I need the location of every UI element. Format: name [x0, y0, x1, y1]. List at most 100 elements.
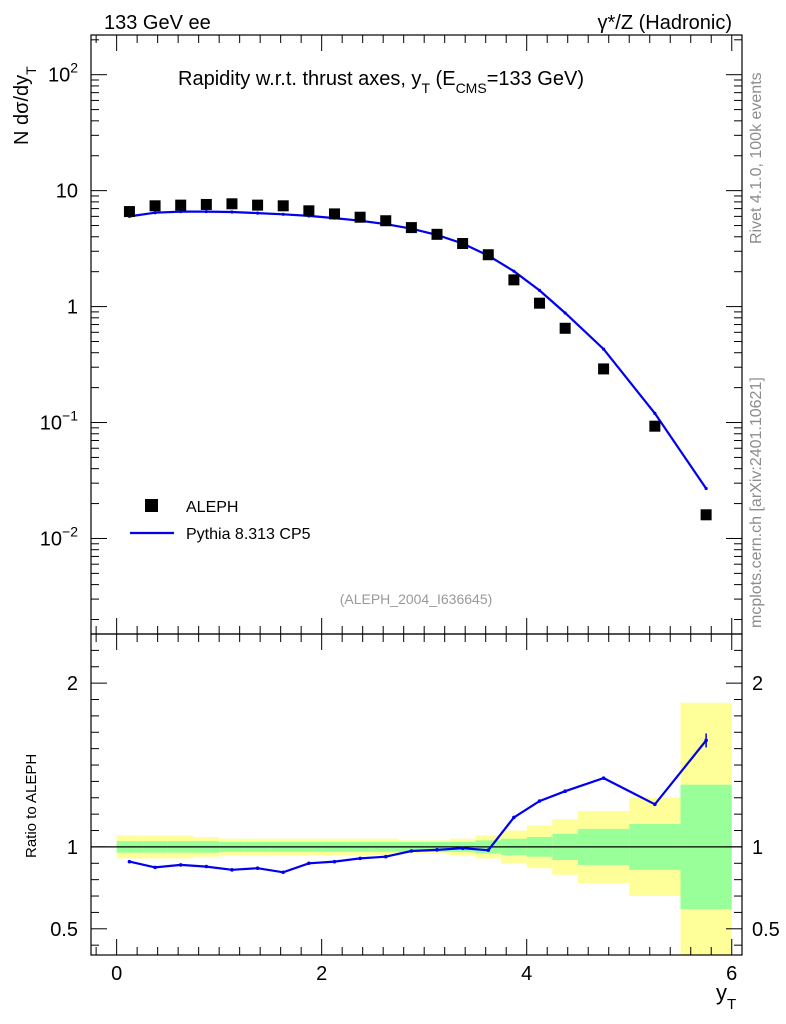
pythia-ratio-point [512, 815, 516, 820]
aleph-data-point [482, 249, 494, 261]
pythia-ratio-point [358, 856, 362, 861]
aleph-data-point [559, 322, 571, 334]
main-ylabel-text: N dσ/dy [11, 75, 33, 145]
aleph-data-point [457, 238, 469, 250]
pythia-point [512, 269, 516, 273]
pythia-ratio-point [653, 802, 657, 807]
main-y-tick-exponent: −1 [62, 408, 78, 424]
pythia-ratio-point [563, 789, 567, 794]
rivet-version-label: Rivet 4.1.0, 100k events [748, 72, 765, 244]
aleph-data-point [700, 509, 712, 521]
main-ylabel-sub: T [23, 66, 39, 75]
ratio-y-tick-label-right: 2 [752, 673, 763, 695]
main-y-tick-base: 10 [56, 181, 78, 203]
aleph-data-point [226, 198, 238, 210]
aleph-data-point [508, 274, 520, 286]
pythia-ratio-point [178, 863, 183, 867]
pythia-point [281, 212, 285, 216]
title-sub-cms: CMS [456, 80, 487, 96]
pythia-ratio-point [153, 865, 157, 870]
aleph-data-point [534, 297, 546, 309]
main-y-tick-base: 10 [48, 65, 70, 87]
main-y-axis-label: N dσ/dyT [11, 66, 39, 145]
pythia-ratio-point [281, 870, 286, 875]
aleph-data-point [380, 215, 392, 227]
pythia-point [704, 486, 708, 491]
main-y-tick-base: 10 [40, 528, 62, 550]
pythia-ratio-point [537, 799, 542, 803]
main-y-tick-base: 1 [67, 297, 78, 319]
source-label: mcplots.cern.ch [arXiv:2401.10621] [748, 377, 765, 628]
energy-label: 133 GeV ee [104, 12, 211, 34]
ratio-y-tick-label-right: 1 [752, 837, 763, 859]
aleph-data-point [303, 205, 315, 217]
legend-aleph-label: ALEPH [186, 499, 238, 516]
pythia-ratio-point [460, 846, 465, 851]
pythia-ratio-point [435, 848, 439, 852]
main-y-tick-label: 10−1 [40, 408, 78, 435]
legend-aleph-marker [145, 499, 158, 512]
legend-pythia-label: Pythia 8.313 CP5 [186, 526, 311, 543]
title-mid-text: (E [430, 68, 456, 90]
ratio-y-tick-label-left: 2 [67, 673, 78, 695]
aleph-data-point [123, 206, 135, 218]
x-axis-label: yT [716, 980, 736, 1013]
title-sub-t: T [421, 80, 430, 96]
ratio-y-tick-label-right: 0.5 [752, 919, 780, 941]
aleph-data-point [200, 198, 212, 210]
pythia-ratio-point [255, 866, 260, 870]
ratio-plot-panel: 0.5 0.5 1 1 2 2 0 2 4 6 Ratio to ALEPH yT [23, 633, 780, 1013]
pythia-ratio-point [409, 849, 414, 853]
aleph-data-point [252, 199, 264, 211]
xlabel-sub: T [727, 996, 736, 1013]
aleph-data-point [598, 363, 610, 375]
aleph-data-point [175, 199, 187, 211]
main-plot-frame [90, 34, 743, 635]
main-y-tick-exponent: −2 [62, 523, 78, 539]
analysis-id-label: (ALEPH_2004_I636645) [340, 591, 493, 607]
aleph-data-point [405, 222, 417, 234]
ratio-y-tick-label-left: 0.5 [50, 919, 78, 941]
pythia-point [653, 411, 657, 415]
pythia-ratio-point [127, 859, 132, 864]
main-y-tick-label: 10 [56, 181, 78, 203]
aleph-data-point [431, 228, 443, 240]
aleph-data-point [149, 200, 161, 212]
title-main-text: Rapidity w.r.t. thrust axes, y [178, 68, 421, 90]
pythia-point [230, 210, 234, 214]
x-tick-label: 6 [726, 963, 737, 985]
pythia-point [537, 288, 542, 292]
pythia-ratio-point [332, 859, 337, 864]
main-y-tick-label: 10−2 [40, 523, 78, 550]
x-tick-label: 0 [111, 963, 122, 985]
ratio-y-tick-label-left: 1 [67, 837, 78, 859]
pythia-point [153, 211, 157, 215]
pythia-point [204, 209, 208, 214]
main-y-tick-base: 10 [40, 413, 62, 435]
x-tick-label: 4 [521, 963, 532, 985]
xlabel-text: y [716, 980, 727, 1005]
title-tail-text: =133 GeV) [487, 68, 584, 90]
pythia-point [255, 211, 260, 215]
pythia-ratio-point [383, 854, 388, 859]
main-y-tick-label: 1 [67, 297, 78, 319]
pythia-point [179, 209, 183, 214]
legend: ALEPH Pythia 8.313 CP5 [130, 499, 311, 543]
ratio-plot-frame [90, 633, 743, 956]
pythia-ratio-point [307, 861, 311, 866]
main-y-tick-exponent: 2 [70, 60, 78, 76]
pythia-point [601, 347, 606, 351]
x-tick-label: 2 [316, 963, 327, 985]
process-label: γ*/Z (Hadronic) [598, 12, 732, 34]
aleph-data-point [328, 208, 340, 220]
pythia-ratio-point [230, 868, 234, 872]
aleph-data-point [354, 211, 366, 223]
main-title: Rapidity w.r.t. thrust axes, yT (ECMS=13… [178, 68, 584, 96]
aleph-data-point [649, 420, 661, 432]
pythia-ratio-point [486, 848, 491, 852]
pythia-series-line [129, 210, 708, 490]
pythia-ratio-point [601, 776, 606, 780]
pythia-ratio-point [204, 864, 209, 869]
